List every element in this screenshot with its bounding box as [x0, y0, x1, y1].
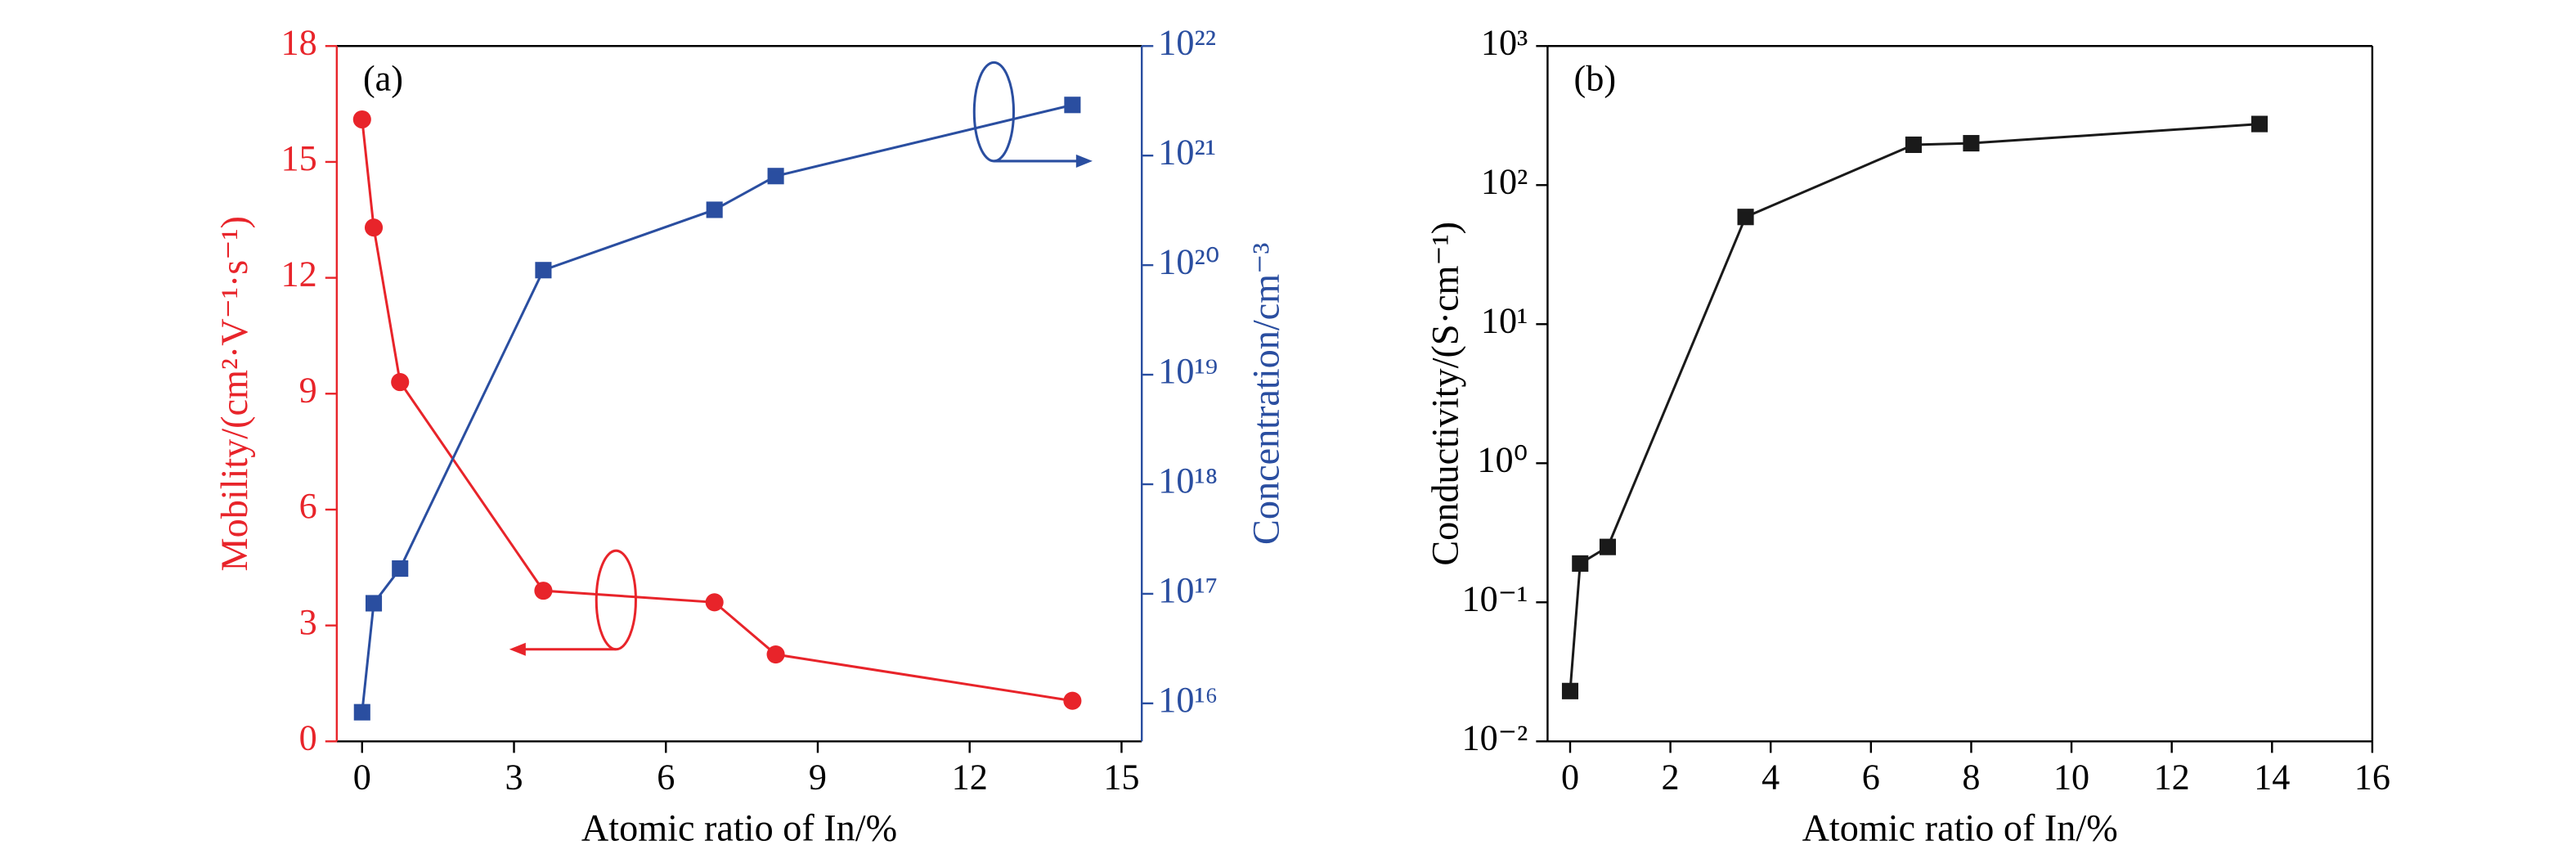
x-tick-label: 0 — [1561, 757, 1579, 798]
y2-tick-label: 10²² — [1158, 22, 1216, 62]
data-point — [365, 595, 383, 612]
data-point — [1572, 555, 1589, 572]
y-axis-label: Mobility/(cm²·V⁻¹·s⁻¹) — [213, 216, 255, 571]
x-axis-label: Atomic ratio of In/% — [1802, 807, 2118, 848]
arrow-head — [509, 642, 526, 656]
x-axis-label: Atomic ratio of In/% — [581, 807, 897, 848]
data-point — [391, 373, 410, 392]
y-tick-label: 10¹ — [1481, 300, 1528, 340]
y-tick-label: 9 — [299, 370, 317, 410]
series-line — [361, 103, 1073, 712]
data-point — [1063, 691, 1082, 710]
y-tick-label: 10² — [1481, 161, 1528, 201]
x-tick-label: 6 — [1862, 757, 1880, 798]
x-tick-label: 3 — [505, 757, 523, 798]
series-indicator — [972, 61, 1016, 163]
arrow-head — [1075, 154, 1093, 168]
y-tick-label: 3 — [299, 602, 317, 642]
data-point — [364, 218, 384, 237]
x-tick-label: 10 — [2053, 757, 2089, 798]
y-tick-label: 10⁻² — [1462, 717, 1528, 757]
y2-tick-label: 10¹⁷ — [1158, 570, 1218, 610]
data-point — [706, 201, 723, 218]
y2-tick-label: 10²⁰ — [1158, 241, 1219, 281]
data-point — [534, 582, 553, 600]
data-point — [1737, 209, 1754, 226]
series-line — [1568, 123, 2260, 691]
x-tick-label: 12 — [2154, 757, 2190, 798]
y2-tick-label: 10¹⁹ — [1158, 351, 1218, 391]
y2-axis-label: Concentration/cm⁻³ — [1245, 243, 1287, 545]
x-tick-label: 8 — [1962, 757, 1980, 798]
data-point — [705, 593, 724, 612]
data-point — [2251, 115, 2268, 133]
y2-tick-label: 10¹⁶ — [1158, 680, 1218, 720]
annotation: (a) — [363, 59, 403, 99]
series-indicator — [595, 549, 637, 651]
x-tick-label: 15 — [1103, 757, 1139, 798]
y-tick-label: 10⁻¹ — [1462, 578, 1528, 618]
x-tick-label: 16 — [2354, 757, 2390, 798]
x-tick-label: 6 — [657, 757, 675, 798]
data-point — [392, 560, 409, 578]
x-tick-label: 0 — [353, 757, 371, 798]
x-tick-label: 14 — [2254, 757, 2290, 798]
data-point — [352, 110, 371, 129]
x-tick-label: 9 — [809, 757, 827, 798]
data-point — [1963, 135, 1980, 152]
data-point — [1064, 97, 1081, 114]
annotation: (b) — [1574, 59, 1617, 99]
y-tick-label: 18 — [281, 22, 317, 62]
y2-tick-label: 10¹⁸ — [1158, 461, 1218, 501]
y-tick-label: 12 — [281, 254, 317, 294]
y-tick-label: 10³ — [1481, 22, 1528, 62]
data-point — [766, 645, 785, 664]
y-tick-label: 6 — [299, 486, 317, 526]
x-tick-label: 4 — [1761, 757, 1779, 798]
data-point — [1905, 136, 1922, 154]
data-point — [1599, 538, 1617, 555]
data-point — [767, 168, 784, 185]
data-point — [535, 262, 552, 279]
y2-tick-label: 10²¹ — [1158, 132, 1216, 172]
y-tick-label: 15 — [281, 138, 317, 178]
data-point — [353, 703, 370, 721]
y-tick-label: 10⁰ — [1477, 439, 1528, 479]
y-tick-label: 0 — [299, 717, 317, 757]
x-tick-label: 2 — [1662, 757, 1680, 798]
data-point — [1561, 682, 1579, 699]
y-axis-label: Conductivity/(S·cm⁻¹) — [1424, 222, 1465, 566]
x-tick-label: 12 — [952, 757, 988, 798]
